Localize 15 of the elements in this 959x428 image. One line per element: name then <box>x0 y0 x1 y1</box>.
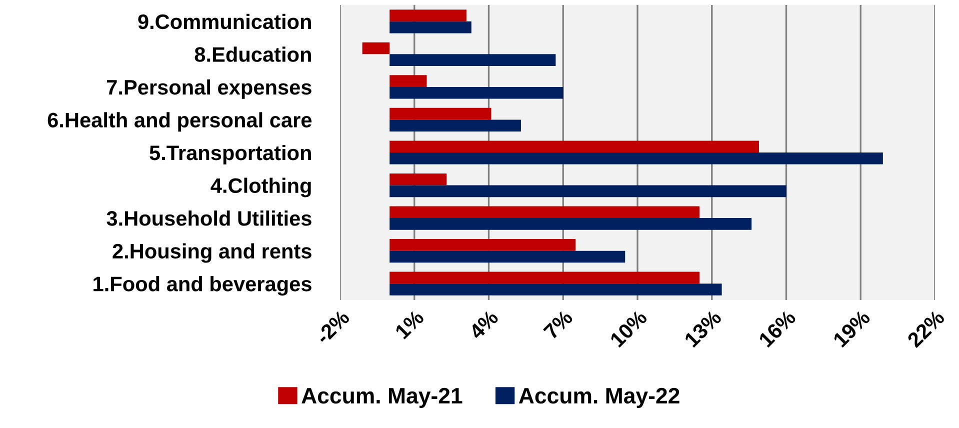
x-tick-label: 4% <box>468 309 500 340</box>
y-tick-label: 6.Health and personal care <box>48 112 312 132</box>
y-tick-label: 9.Communication <box>138 14 311 30</box>
x-tick-label: 7% <box>542 309 574 340</box>
y-tick-label: 8.Education <box>194 46 311 62</box>
legend-label: Accum. May-21 <box>302 388 462 408</box>
legend-label: Accum. May-22 <box>518 388 680 408</box>
y-tick-label: 1.Food and beverages <box>94 276 312 296</box>
y-tick-label: 5.Transportation <box>150 144 311 164</box>
y-tick-label: 4.Clothing <box>210 178 311 198</box>
y-tick-label: 3.Household Utilities <box>106 210 312 226</box>
x-tick-label: 1% <box>394 309 425 340</box>
y-tick-label: 2.Housing and rents <box>112 243 312 263</box>
y-tick-label: 7.Personal expenses <box>107 79 312 99</box>
x-tick-label: -2% <box>314 309 350 345</box>
